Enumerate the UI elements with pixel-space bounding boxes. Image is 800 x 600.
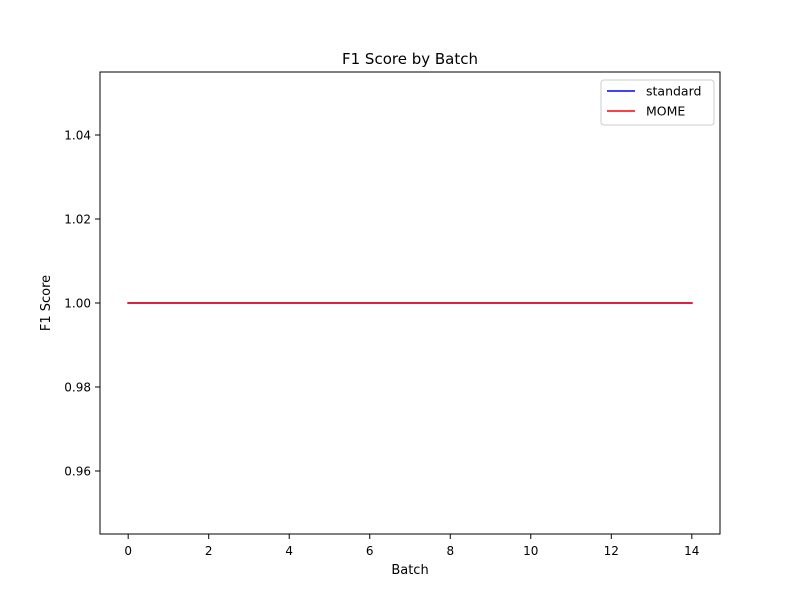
y-tick-label: 1.00 xyxy=(64,297,91,311)
x-axis-ticks: 0 2 4 6 8 10 12 14 xyxy=(124,534,699,558)
x-tick-label: 10 xyxy=(523,544,538,558)
y-axis-ticks: 0.96 0.98 1.00 1.02 1.04 xyxy=(64,129,100,479)
x-tick-label: 6 xyxy=(366,544,374,558)
x-tick-label: 4 xyxy=(285,544,293,558)
x-tick-label: 0 xyxy=(124,544,132,558)
x-tick-label: 2 xyxy=(205,544,213,558)
y-tick-label: 0.96 xyxy=(64,465,91,479)
y-tick-label: 1.04 xyxy=(64,129,91,143)
y-tick-label: 1.02 xyxy=(64,213,91,227)
legend-label-standard: standard xyxy=(646,84,701,99)
y-axis-label: F1 Score xyxy=(39,275,54,331)
y-tick-label: 0.98 xyxy=(64,381,91,395)
legend: standard MOME xyxy=(600,79,715,126)
x-tick-label: 12 xyxy=(604,544,619,558)
x-tick-label: 14 xyxy=(684,544,699,558)
legend-label-mome: MOME xyxy=(646,104,685,119)
legend-entries: standard MOME xyxy=(607,84,701,119)
x-axis-label: Batch xyxy=(391,563,428,578)
x-tick-label: 8 xyxy=(446,544,454,558)
chart-title: F1 Score by Batch xyxy=(342,50,478,68)
